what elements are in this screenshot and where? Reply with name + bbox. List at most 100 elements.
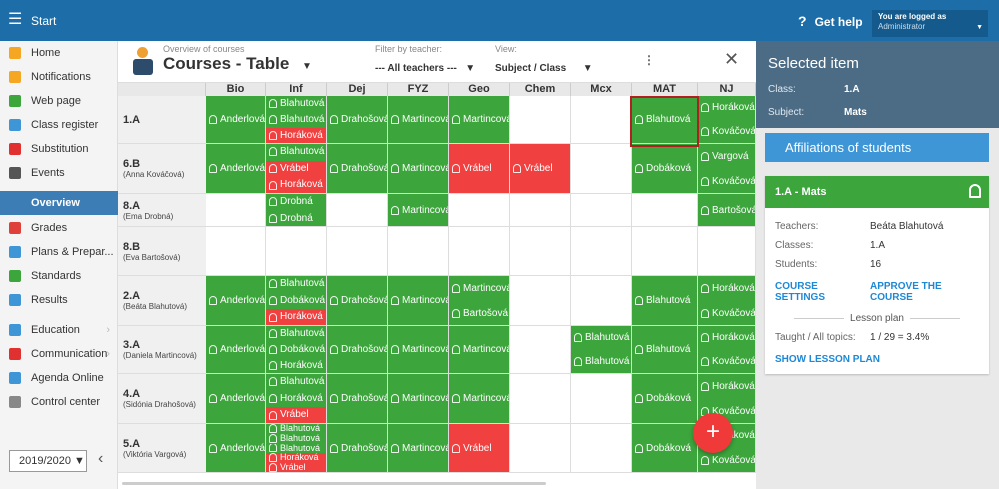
course-cell[interactable]: Anderlová — [206, 96, 266, 144]
row-header[interactable]: 2.A (Beáta Blahutová) — [118, 276, 206, 326]
column-header-dej[interactable]: Dej — [327, 83, 388, 96]
row-header[interactable]: 3.A (Daniela Martincová) — [118, 326, 206, 374]
teacher-slot[interactable]: Martincová — [388, 326, 448, 373]
course-cell[interactable]: Dobáková — [632, 144, 698, 194]
teacher-slot[interactable]: Anderlová — [206, 424, 265, 472]
column-header-bio[interactable]: Bio — [206, 83, 266, 96]
start-link[interactable]: Start — [31, 14, 57, 28]
course-cell[interactable] — [510, 276, 571, 326]
row-header[interactable]: 1.A — [118, 96, 206, 144]
teacher-slot[interactable]: Vrábel — [449, 424, 509, 472]
sidebar-item-overview[interactable]: Overview — [0, 191, 118, 215]
course-cell[interactable]: Martincová — [449, 374, 510, 424]
course-cell[interactable]: Martincová Bartošová — [449, 276, 510, 326]
user-menu[interactable]: You are logged as Administrator ▼ — [872, 10, 988, 37]
course-cell[interactable]: Martincová — [388, 374, 449, 424]
teacher-slot[interactable]: Kováčová — [698, 301, 755, 325]
course-cell[interactable] — [571, 374, 632, 424]
teacher-slot[interactable]: Drahošová — [327, 144, 387, 193]
teacher-slot[interactable]: Martincová — [449, 326, 509, 373]
course-cell[interactable]: Drobná Drobná — [266, 194, 327, 227]
teacher-slot[interactable]: Vrábel — [449, 144, 509, 193]
teacher-slot[interactable]: Dobáková — [632, 374, 697, 423]
course-cell[interactable]: Drahošová — [327, 374, 388, 424]
teacher-slot[interactable]: Vrábel — [266, 407, 326, 423]
course-cell[interactable]: Martincová — [449, 326, 510, 374]
teacher-slot[interactable]: Martincová — [388, 194, 448, 226]
course-cell[interactable] — [327, 227, 388, 276]
course-cell[interactable]: Blahutová — [632, 276, 698, 326]
course-cell[interactable]: Drahošová — [327, 424, 388, 473]
teacher-slot[interactable]: Bartošová — [698, 194, 755, 226]
row-header[interactable]: 6.B (Anna Kováčová) — [118, 144, 206, 194]
course-cell[interactable]: Anderlová — [206, 276, 266, 326]
sidebar-item-substitution[interactable]: Substitution — [0, 137, 118, 161]
course-cell[interactable]: Drahošová — [327, 326, 388, 374]
course-cell[interactable]: Dobáková — [632, 424, 698, 473]
course-cell[interactable] — [510, 96, 571, 144]
column-header-mat[interactable]: MAT — [632, 83, 698, 96]
course-cell[interactable]: Horáková Kováčová — [698, 326, 756, 374]
teacher-slot[interactable]: Blahutová — [266, 433, 326, 444]
course-cell[interactable] — [632, 194, 698, 227]
course-cell[interactable] — [571, 144, 632, 194]
teacher-slot[interactable]: Horáková — [266, 309, 326, 325]
teacher-slot[interactable]: Blahutová — [632, 96, 697, 143]
course-cell[interactable]: Anderlová — [206, 374, 266, 424]
teacher-slot[interactable]: Anderlová — [206, 374, 265, 423]
teacher-slot[interactable]: Horáková — [698, 276, 755, 301]
year-select[interactable]: 2019/2020 ▼ — [9, 450, 87, 472]
course-cell[interactable]: Blahutová Dobáková Horáková — [266, 326, 327, 374]
course-cell[interactable] — [698, 227, 756, 276]
course-cell[interactable]: Martincová — [388, 424, 449, 473]
sidebar-item-events[interactable]: Events — [0, 161, 118, 185]
teacher-slot[interactable]: Kováčová — [698, 350, 755, 373]
teacher-slot[interactable]: Dobáková — [632, 424, 697, 472]
teacher-slot[interactable]: Drahošová — [327, 374, 387, 423]
course-cell[interactable]: Martincová — [388, 326, 449, 374]
teacher-slot[interactable]: Horáková — [698, 326, 755, 350]
affiliations-button[interactable]: Affiliations of students — [765, 133, 989, 162]
close-icon[interactable]: ✕ — [724, 49, 740, 69]
sidebar-item-control-center[interactable]: Control center — [0, 390, 118, 414]
teacher-slot[interactable]: Horáková — [266, 128, 326, 143]
teacher-slot[interactable]: Horáková — [266, 390, 326, 408]
row-header[interactable]: 8.B (Eva Bartošová) — [118, 227, 206, 276]
teacher-slot[interactable]: Kováčová — [698, 169, 755, 193]
course-cell[interactable]: Vrábel — [510, 144, 571, 194]
show-lesson-plan-link[interactable]: SHOW LESSON PLAN — [775, 354, 881, 365]
teacher-slot[interactable]: Drahošová — [327, 326, 387, 373]
sidebar-item-notifications[interactable]: Notifications — [0, 65, 118, 89]
teacher-slot[interactable]: Anderlová — [206, 144, 265, 193]
column-header-fyz[interactable]: FYZ — [388, 83, 449, 96]
help-button[interactable]: ? Get help — [798, 13, 863, 29]
course-cell[interactable] — [510, 424, 571, 473]
course-cell[interactable]: Bartošová — [698, 194, 756, 227]
column-header-chem[interactable]: Chem — [510, 83, 571, 96]
teacher-slot[interactable]: Vrábel — [266, 463, 326, 472]
column-header-nj[interactable]: NJ — [698, 83, 756, 96]
teacher-slot[interactable]: Blahutová — [266, 144, 326, 161]
course-cell[interactable] — [510, 227, 571, 276]
teacher-slot[interactable]: Anderlová — [206, 96, 265, 143]
sidebar-item-home[interactable]: Home — [0, 41, 118, 65]
course-cell[interactable]: Martincová — [388, 96, 449, 144]
row-header[interactable]: 8.A (Ema Drobná) — [118, 194, 206, 227]
sidebar-item-class-register[interactable]: Class register — [0, 113, 118, 137]
course-cell[interactable] — [510, 326, 571, 374]
teacher-slot[interactable]: Vargová — [698, 144, 755, 169]
teacher-slot[interactable]: Anderlová — [206, 326, 265, 373]
course-cell[interactable] — [449, 194, 510, 227]
sidebar-item-standards[interactable]: Standards — [0, 264, 118, 288]
teacher-slot[interactable]: Martincová — [388, 374, 448, 423]
teacher-slot[interactable]: Horáková — [266, 453, 326, 464]
course-settings-link[interactable]: COURSE SETTINGS — [775, 281, 826, 303]
course-cell[interactable]: Anderlová — [206, 424, 266, 473]
course-cell[interactable]: Blahutová Dobáková Horáková — [266, 276, 327, 326]
course-cell[interactable]: Blahutová — [632, 96, 698, 144]
teacher-slot[interactable]: Kováčová — [698, 448, 755, 472]
course-cell[interactable]: Martincová — [388, 194, 449, 227]
sidebar-item-results[interactable]: Results — [0, 288, 118, 312]
column-header-inf[interactable]: Inf — [266, 83, 327, 96]
teacher-slot[interactable]: Drahošová — [327, 276, 387, 325]
